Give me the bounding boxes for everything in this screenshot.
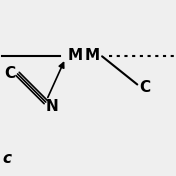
Text: M: M xyxy=(67,48,82,63)
Text: N: N xyxy=(46,99,58,114)
Text: c: c xyxy=(2,151,12,166)
Text: C: C xyxy=(4,65,15,81)
Text: C: C xyxy=(139,80,150,95)
Text: M: M xyxy=(85,48,100,63)
